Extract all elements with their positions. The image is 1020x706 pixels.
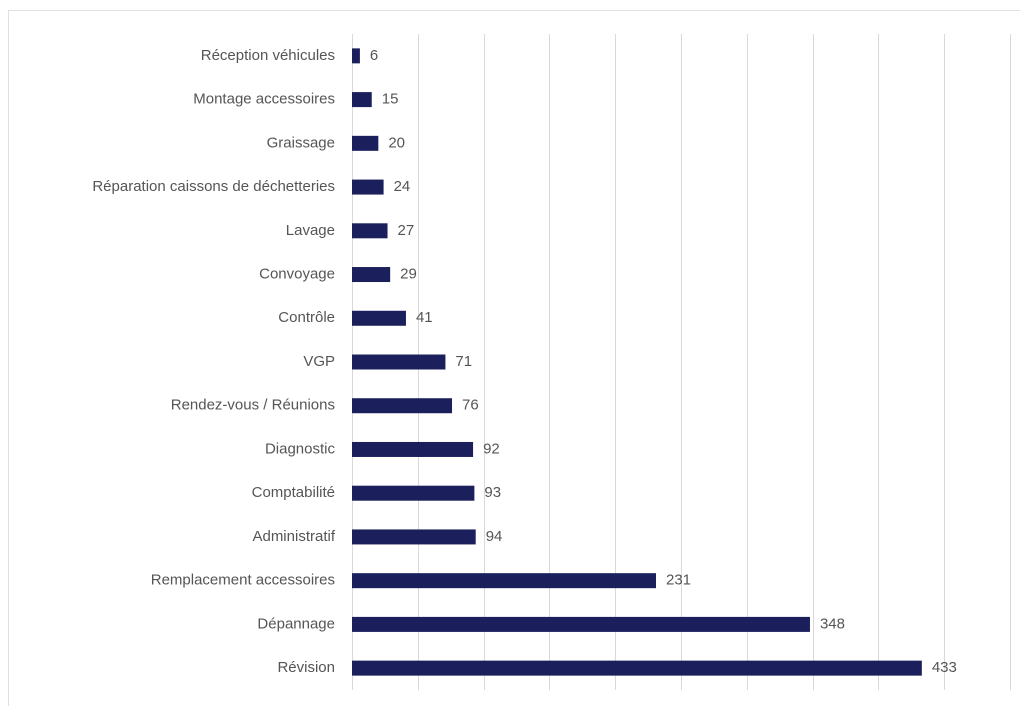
bar	[352, 135, 379, 151]
y-tick-label: Réception véhicules	[201, 47, 335, 64]
y-tick-label: Révision	[277, 659, 335, 676]
value-label: 6	[370, 47, 378, 64]
y-tick-label: Contrôle	[278, 309, 335, 326]
bar	[352, 267, 391, 283]
value-label: 24	[394, 178, 411, 195]
bar	[352, 616, 810, 632]
value-label: 93	[484, 484, 501, 501]
y-tick-label: Administratif	[252, 528, 335, 545]
bar	[352, 573, 656, 589]
value-label: 94	[486, 528, 503, 545]
bar	[352, 398, 453, 414]
value-label: 71	[455, 353, 472, 370]
bar	[352, 179, 384, 195]
bar	[352, 223, 388, 239]
bar	[352, 660, 922, 676]
y-tick-label: Réparation caissons de déchetteries	[92, 178, 335, 195]
bar	[352, 529, 476, 545]
value-label: 29	[400, 266, 417, 283]
value-label: 27	[398, 222, 415, 239]
bar	[352, 92, 372, 108]
value-label: 433	[932, 659, 957, 676]
y-tick-label: Comptabilité	[252, 484, 335, 501]
value-label: 15	[382, 91, 399, 108]
y-tick-label: Dépannage	[257, 615, 335, 632]
bar	[352, 310, 406, 326]
y-tick-label: Rendez-vous / Réunions	[171, 397, 335, 414]
value-label: 92	[483, 440, 500, 457]
value-label: 231	[666, 572, 691, 589]
bar	[352, 485, 475, 501]
value-label: 20	[388, 134, 405, 151]
value-label: 76	[462, 397, 479, 414]
y-tick-label: Graissage	[267, 134, 335, 151]
y-tick-label: Lavage	[286, 222, 335, 239]
chart-border	[8, 10, 1020, 706]
bar	[352, 441, 474, 457]
bar	[352, 354, 446, 370]
bar	[352, 48, 360, 64]
value-label: 348	[820, 615, 845, 632]
value-label: 41	[416, 309, 433, 326]
y-tick-label: Diagnostic	[265, 440, 336, 457]
y-tick-label: Convoyage	[259, 266, 335, 283]
y-tick-label: Montage accessoires	[193, 91, 335, 108]
y-tick-label: VGP	[303, 353, 335, 370]
y-tick-label: Remplacement accessoires	[151, 572, 335, 589]
